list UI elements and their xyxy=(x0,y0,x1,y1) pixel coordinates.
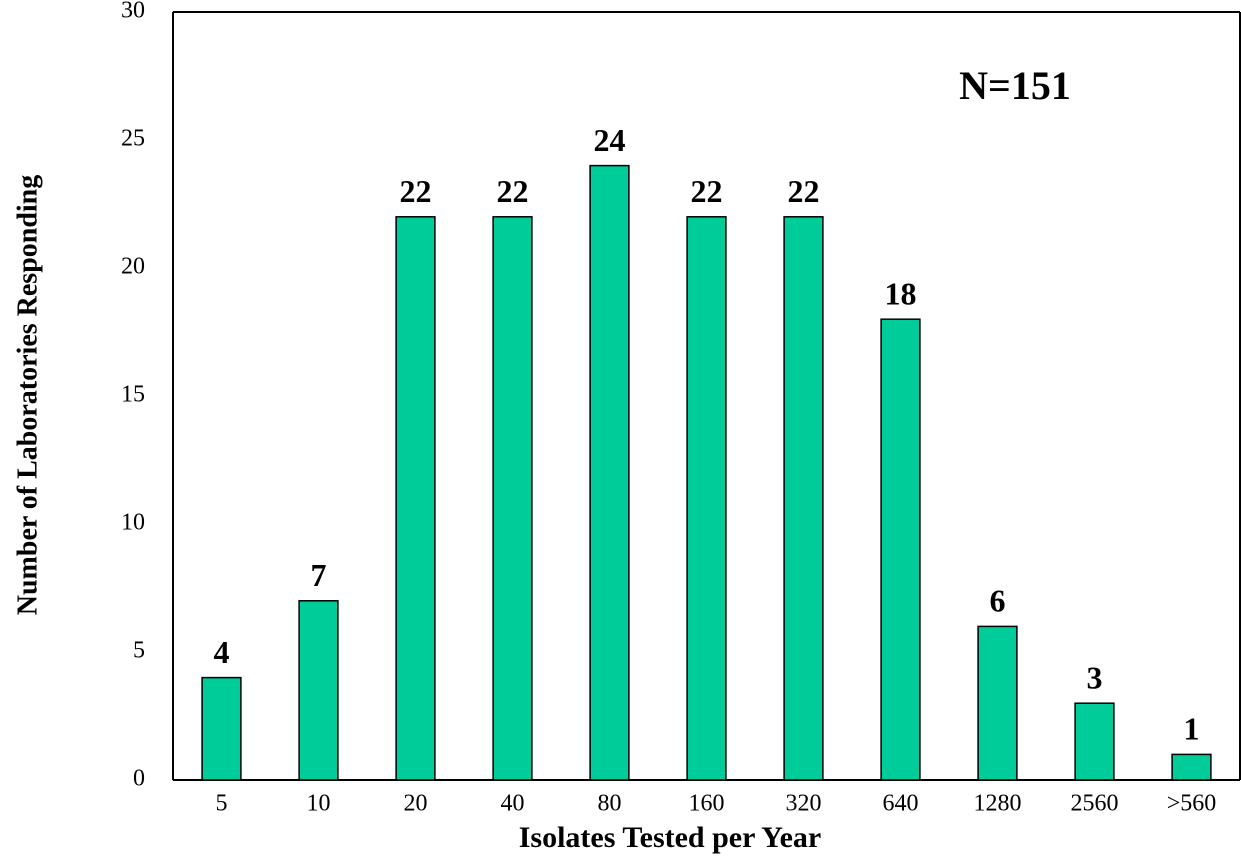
value-label: 22 xyxy=(788,173,820,209)
x-tick-label: 160 xyxy=(689,791,725,817)
x-axis-title: Isolates Tested per Year xyxy=(519,821,822,854)
y-tick-label: 0 xyxy=(133,766,145,792)
value-label: 4 xyxy=(214,634,230,670)
y-tick-label: 5 xyxy=(133,638,145,664)
y-axis-title: Number of Laboratories Responding xyxy=(12,175,43,616)
value-label: 6 xyxy=(990,583,1006,619)
value-label: 22 xyxy=(400,173,432,209)
y-tick-label: 25 xyxy=(121,126,145,152)
bar xyxy=(977,625,1018,781)
bar xyxy=(298,600,339,781)
annotation: N=151 xyxy=(959,63,1071,108)
value-label: 22 xyxy=(497,173,529,209)
bar xyxy=(686,216,727,781)
y-tick-label: 10 xyxy=(121,510,145,536)
bar xyxy=(395,216,436,781)
x-tick-label: 10 xyxy=(307,791,331,817)
bar xyxy=(783,216,824,781)
bar xyxy=(492,216,533,781)
x-tick-label: 20 xyxy=(404,791,428,817)
x-tick-label: 2560 xyxy=(1071,791,1119,817)
value-label: 3 xyxy=(1087,660,1103,696)
bar xyxy=(589,164,630,781)
y-tick-label: 15 xyxy=(121,382,145,408)
bar xyxy=(201,676,242,781)
x-tick-label: 640 xyxy=(883,791,919,817)
value-label: 18 xyxy=(885,276,917,312)
x-tick-label: 80 xyxy=(598,791,622,817)
bar xyxy=(1074,702,1115,781)
value-label: 22 xyxy=(691,173,723,209)
x-tick-label: 5 xyxy=(216,791,228,817)
bar xyxy=(880,318,921,781)
value-label: 24 xyxy=(594,122,626,158)
x-tick-label: >560 xyxy=(1167,791,1217,817)
bar xyxy=(1171,753,1212,781)
x-tick-label: 40 xyxy=(501,791,525,817)
y-tick-label: 30 xyxy=(121,0,145,24)
y-tick-label: 20 xyxy=(121,254,145,280)
x-tick-label: 1280 xyxy=(974,791,1022,817)
value-label: 1 xyxy=(1184,711,1200,747)
value-label: 7 xyxy=(311,557,327,593)
x-tick-label: 320 xyxy=(786,791,822,817)
